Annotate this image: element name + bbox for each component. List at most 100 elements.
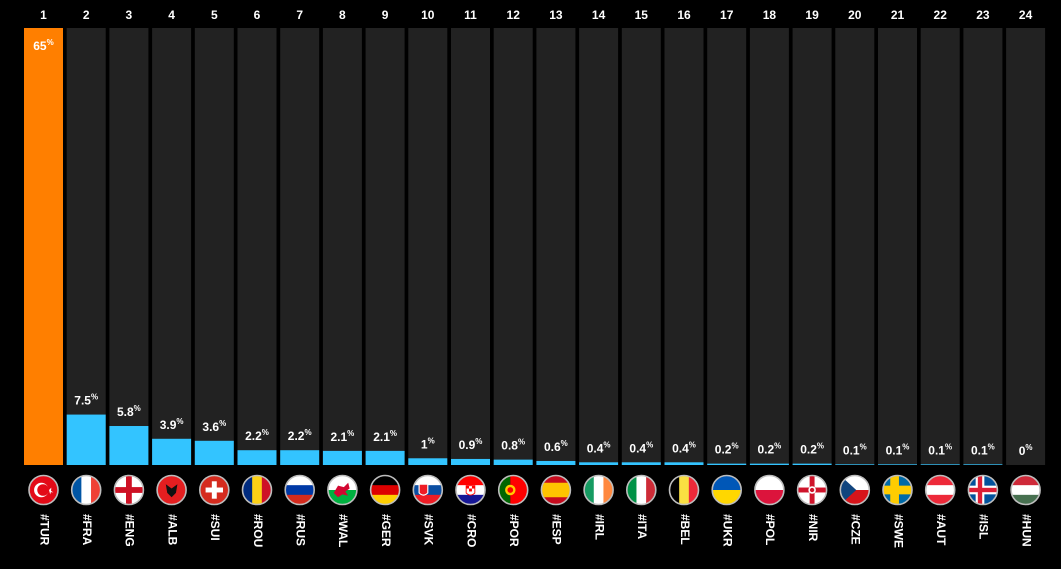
percent-sign: % bbox=[347, 429, 354, 438]
rank-label: 5 bbox=[211, 8, 218, 22]
bar bbox=[194, 440, 234, 465]
bar bbox=[920, 464, 960, 465]
team-tag-label: #CRO bbox=[464, 514, 478, 547]
percent-sign: % bbox=[428, 436, 435, 445]
team-tag-label: #ALB bbox=[165, 514, 179, 546]
column-background bbox=[792, 28, 832, 465]
bar-column-rus: 72.2%#RUS bbox=[280, 8, 320, 546]
bar-column-svk: 101%#SVK bbox=[408, 8, 448, 546]
flag-russia-icon bbox=[284, 474, 315, 506]
percent-sign: % bbox=[646, 440, 653, 449]
percent-sign: % bbox=[603, 440, 610, 449]
bar-column-pol: 180.2%#POL bbox=[749, 8, 789, 545]
column-background bbox=[1006, 28, 1046, 465]
bar-column-ukr: 170.2%#UKR bbox=[707, 8, 747, 547]
team-tag-label: #RUS bbox=[294, 514, 308, 546]
team-tag-label: #ESP bbox=[550, 514, 564, 545]
flag-poland-icon bbox=[754, 474, 785, 506]
rank-label: 22 bbox=[934, 8, 948, 22]
percent-sign: % bbox=[774, 442, 781, 451]
rank-label: 4 bbox=[168, 8, 175, 22]
column-background bbox=[621, 28, 661, 465]
bar-column-eng: 35.8%#ENG bbox=[109, 8, 149, 547]
percent-sign: % bbox=[860, 442, 867, 451]
bar bbox=[579, 462, 619, 465]
rank-label: 9 bbox=[382, 8, 389, 22]
rank-label: 24 bbox=[1019, 8, 1033, 22]
flag-france-icon bbox=[70, 474, 102, 506]
team-tag-label: #NIR bbox=[806, 514, 820, 542]
flag-czech-republic-icon bbox=[839, 474, 871, 506]
column-background bbox=[920, 28, 960, 465]
rank-label: 10 bbox=[421, 8, 435, 22]
percent-sign: % bbox=[262, 428, 269, 437]
column-background bbox=[536, 28, 576, 465]
bar-column-ita: 150.4%#ITA bbox=[621, 8, 661, 539]
flag-austria-icon bbox=[924, 474, 956, 506]
flag-spain-icon bbox=[540, 474, 572, 506]
team-tag-label: #CZE bbox=[849, 514, 863, 545]
percent-sign: % bbox=[731, 442, 738, 451]
flag-iceland-icon bbox=[967, 474, 999, 506]
bar-column-tur: 165%#TUR bbox=[24, 8, 63, 546]
bar-column-sui: 53.6%#SUI bbox=[194, 8, 234, 541]
team-tag-label: #ROU bbox=[251, 514, 265, 547]
percent-sign: % bbox=[561, 439, 568, 448]
team-tag-label: #BEL bbox=[678, 514, 692, 545]
bar bbox=[664, 462, 704, 465]
column-background bbox=[664, 28, 704, 465]
percent-sign: % bbox=[134, 404, 141, 413]
column-background bbox=[365, 28, 405, 465]
rank-label: 1 bbox=[40, 8, 47, 22]
flag-switzerland-icon bbox=[199, 474, 230, 506]
bar bbox=[621, 462, 661, 465]
rank-label: 11 bbox=[464, 8, 477, 22]
percent-sign: % bbox=[988, 442, 995, 451]
percent-sign: % bbox=[304, 428, 311, 437]
percent-sign: % bbox=[390, 429, 397, 438]
percent-sign: % bbox=[47, 38, 54, 47]
chart-columns: 165%#TUR27.5%#FRA35.8%#ENG43.9%#ALB53.6%… bbox=[24, 8, 1046, 548]
flag-slovakia-icon bbox=[412, 474, 444, 506]
column-background bbox=[749, 28, 789, 465]
flag-albania-icon bbox=[156, 474, 187, 506]
percent-sign: % bbox=[91, 393, 98, 402]
flag-italy-icon bbox=[626, 474, 657, 506]
bar bbox=[109, 426, 149, 465]
bar-column-hun: 240%#HUN bbox=[1006, 8, 1046, 547]
bar bbox=[878, 464, 917, 465]
team-tag-label: #TUR bbox=[37, 514, 51, 546]
flag-wales-icon bbox=[327, 474, 358, 506]
team-tag-label: #UKR bbox=[721, 514, 735, 547]
team-tag-label: #SUI bbox=[208, 514, 222, 541]
column-background bbox=[835, 28, 875, 465]
bar bbox=[493, 459, 533, 465]
flag-england-icon bbox=[113, 474, 145, 506]
percent-sign: % bbox=[518, 438, 525, 447]
bar bbox=[24, 28, 63, 465]
column-background bbox=[194, 28, 234, 465]
percent-sign: % bbox=[902, 442, 909, 451]
percent-sign: % bbox=[689, 440, 696, 449]
bar-column-rou: 62.2%#ROU bbox=[237, 8, 277, 547]
bar bbox=[835, 464, 875, 465]
flag-northern-ireland-icon bbox=[796, 474, 828, 506]
flag-belgium-icon bbox=[668, 474, 700, 506]
bar-column-swe: 210.1%#SWE bbox=[878, 8, 917, 548]
bar-column-cze: 200.1%#CZE bbox=[835, 8, 875, 545]
percent-sign: % bbox=[1025, 443, 1032, 452]
bar bbox=[963, 464, 1003, 465]
team-tag-label: #ISL bbox=[977, 514, 991, 539]
rank-label: 7 bbox=[296, 8, 303, 22]
column-background bbox=[963, 28, 1003, 465]
rank-label: 6 bbox=[254, 8, 261, 22]
rank-label: 18 bbox=[763, 8, 777, 22]
flag-sweden-icon bbox=[882, 474, 913, 506]
rank-label: 3 bbox=[126, 8, 133, 22]
bar bbox=[280, 450, 320, 465]
bar-column-isl: 230.1%#ISL bbox=[963, 8, 1003, 539]
flag-hungary-icon bbox=[1010, 474, 1041, 506]
team-tag-label: #POL bbox=[763, 514, 777, 545]
bar-column-esp: 130.6%#ESP bbox=[536, 8, 576, 545]
rank-label: 15 bbox=[635, 8, 649, 22]
